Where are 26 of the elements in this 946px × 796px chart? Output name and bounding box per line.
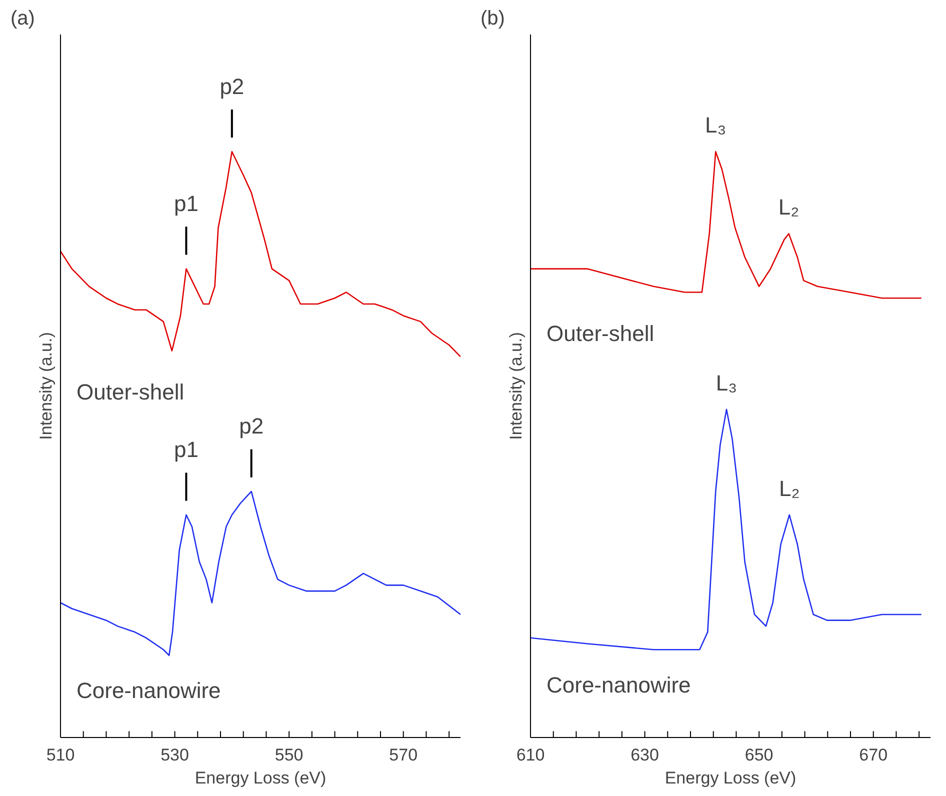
series-label: Outer-shell	[546, 320, 654, 346]
x-tick-label: 630	[630, 746, 659, 764]
chart-title: (b)	[480, 8, 505, 30]
annotation: L₂	[778, 476, 800, 501]
x-tick-label: 570	[389, 746, 418, 764]
x-tick-label: 550	[274, 746, 304, 764]
y-axis-title: Intensity (a.u.)	[506, 332, 526, 440]
series-label: Core-nanowire	[76, 678, 221, 704]
annotation: p1	[174, 191, 198, 216]
annotation: p1	[174, 437, 198, 462]
y-axis-title: Intensity (a.u.)	[36, 332, 56, 440]
series-label: Core-nanowire	[546, 672, 691, 698]
annotation: L₃	[705, 112, 726, 138]
annotation: L₂	[778, 194, 800, 220]
x-tick-label: 530	[160, 746, 189, 764]
x-tick-label: 610	[516, 746, 545, 764]
annotation: p2	[239, 414, 264, 439]
annotation: p2	[220, 74, 244, 99]
series-label: Outer-shell	[76, 379, 184, 404]
x-tick-label: 670	[859, 746, 888, 764]
chart-title: (a)	[10, 8, 35, 30]
x-axis-title: Energy Loss (eV)	[194, 768, 326, 788]
x-tick-label: 510	[46, 746, 75, 764]
annotation: L₃	[716, 370, 738, 396]
x-tick-label: 650	[744, 746, 774, 764]
x-axis-title: Energy Loss (eV)	[664, 768, 796, 788]
